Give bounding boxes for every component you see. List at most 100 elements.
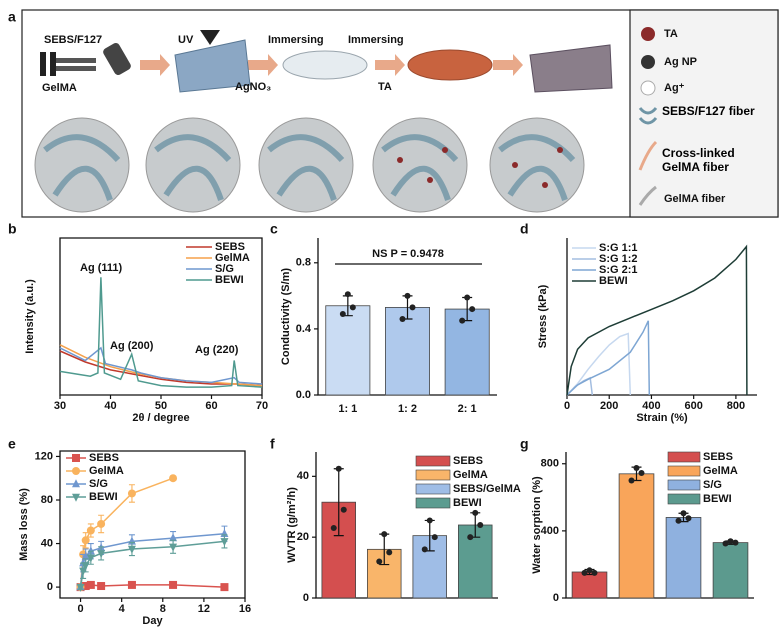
data-point	[633, 464, 640, 471]
marker	[72, 454, 80, 462]
legend-icon	[638, 107, 658, 125]
y-tick-label: 20	[297, 531, 309, 543]
panel-label: d	[520, 221, 529, 237]
axis	[566, 238, 757, 396]
legend-text: Cross-linked GelMA fiber	[662, 146, 735, 174]
marker	[169, 474, 178, 483]
marker	[72, 467, 80, 475]
dish	[282, 50, 368, 80]
marker	[97, 582, 106, 591]
panel-label: a	[8, 9, 16, 25]
y-tick-label: 0	[553, 592, 559, 604]
x-tick-label: 70	[256, 400, 268, 412]
legend-swatch	[667, 493, 701, 505]
marker	[76, 583, 85, 592]
x-tick-label: 1: 1	[338, 403, 357, 415]
marker	[86, 546, 95, 555]
annotation: Ag (220)	[195, 344, 239, 356]
legend-icon	[641, 27, 655, 41]
data-point	[340, 506, 347, 513]
y-axis-title: Mass loss (%)	[18, 488, 30, 561]
step-label: Immersing	[348, 34, 404, 46]
data-point	[335, 465, 342, 472]
panel-label: f	[270, 436, 275, 452]
data-point	[404, 292, 411, 299]
legend-icon	[638, 185, 657, 206]
legend-text: SEBS/F127 fiber	[662, 104, 755, 118]
legend-label: BEWI	[599, 275, 628, 287]
marker	[81, 562, 90, 571]
x-tick-label: 1: 2	[398, 403, 417, 415]
marker	[97, 519, 106, 528]
marker	[72, 479, 80, 488]
data-point	[477, 522, 484, 528]
data-point	[638, 469, 645, 476]
legend-label: TA	[664, 28, 678, 40]
legend-label: SEBS/GelMA	[453, 483, 521, 495]
x-tick-label: 400	[642, 400, 660, 412]
step-label: AgNO₃	[235, 81, 271, 93]
legend-label: GelMA fiber	[664, 193, 726, 205]
device	[40, 42, 131, 76]
step-label: UV	[178, 34, 194, 46]
legend-swatch	[415, 497, 451, 509]
y-tick-label: 80	[41, 494, 53, 506]
series-line	[566, 320, 651, 396]
legend-label: GelMA	[215, 252, 250, 264]
legend-swatch	[415, 483, 451, 495]
data-point	[431, 534, 438, 541]
legend-icon	[638, 140, 658, 171]
annotation: Ag (200)	[110, 340, 154, 352]
legend-label: Cross-linked GelMA fiber	[662, 146, 735, 174]
legend-label: Ag NP	[664, 56, 697, 68]
marker	[127, 580, 136, 589]
legend-label: SEBS	[703, 451, 733, 463]
mat	[529, 44, 613, 93]
legend-label: BEWI	[89, 491, 118, 503]
legend-swatch	[667, 465, 701, 477]
marker	[81, 582, 90, 591]
data-point	[381, 531, 388, 538]
uv-lamp	[200, 30, 220, 45]
step-label: TA	[378, 81, 392, 93]
marker	[86, 580, 95, 589]
data-point	[421, 546, 428, 553]
data-point	[685, 515, 692, 522]
y-tick-label: 0.0	[296, 389, 311, 401]
data-point	[591, 569, 598, 576]
schematic: a SEBS/F127 GelMA	[8, 9, 779, 218]
data-point	[680, 510, 687, 517]
x-tick-label: 16	[239, 603, 251, 615]
step-label: GelMA	[42, 82, 77, 94]
annotation: NS P = 0.9478	[372, 248, 444, 260]
data-point	[586, 567, 593, 574]
legend-label: GelMA	[453, 469, 488, 481]
x-tick-label: 600	[684, 400, 702, 412]
data-point	[386, 549, 393, 556]
y-tick-label: 0	[47, 581, 53, 593]
series-line	[59, 277, 263, 388]
x-tick-label: 8	[160, 603, 166, 615]
legend-label: S/G	[89, 478, 108, 490]
marker	[81, 536, 90, 545]
marker	[79, 567, 88, 576]
y-tick-label: 120	[35, 450, 53, 462]
legend-icon	[640, 80, 656, 96]
legend-label: SEBS	[215, 241, 245, 253]
data-point	[399, 315, 406, 322]
data-point	[467, 534, 474, 541]
y-tick-label: 400	[541, 525, 559, 537]
series-line	[566, 244, 748, 396]
annotation: Ag (111)	[80, 262, 123, 274]
marker	[86, 554, 95, 563]
marker	[127, 489, 136, 498]
marker	[72, 493, 80, 502]
y-tick-label: 0	[303, 592, 309, 604]
legend-label: S:G 1:2	[599, 253, 638, 265]
legend-label: S/G	[215, 263, 234, 275]
x-tick-label: 12	[198, 603, 210, 615]
data-point	[732, 539, 739, 546]
panel-label: e	[8, 436, 16, 452]
marker	[81, 551, 90, 560]
